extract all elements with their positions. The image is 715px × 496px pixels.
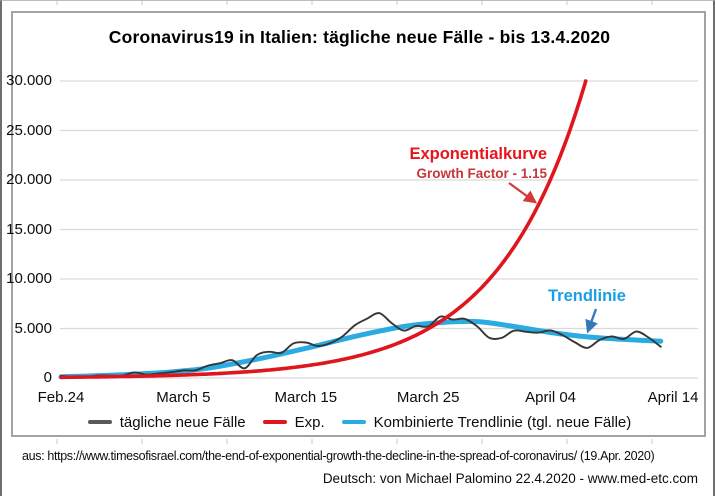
legend-item-daily-cases: tägliche neue Fälle [87,413,246,431]
source-line: aus: https://www.timesofisrael.com/the-e… [22,449,655,463]
y-axis-label-0: 0 [43,369,52,386]
legend-label: Exp. [294,413,325,431]
legend: tägliche neue Fälle Exp. Kombinierte Tre… [11,411,708,433]
y-axis-label-20000: 20.000 [6,171,52,188]
x-axis-label-2: March 15 [274,389,338,406]
growth-factor-annotation: Growth Factor - 1.15 [416,166,547,181]
trendline-swatch-icon [341,420,366,424]
y-axis-label-30000: 30.000 [6,72,52,89]
x-axis-label-4: April 04 [525,389,577,406]
legend-item-exponential: Exp. [262,413,325,431]
trendline-annotation: Trendlinie [548,287,626,305]
x-axis-label-0: Feb.24 [37,389,85,406]
x-axis-label-3: March 25 [396,389,460,406]
exponential-line-swatch-icon [262,420,287,424]
legend-item-trendline: Kombinierte Trendlinie (tgl. neue Fälle) [341,413,632,431]
y-axis-label-25000: 25.000 [6,121,52,139]
x-axis-label-1: March 5 [156,389,211,406]
credit-line: Deutsch: von Michael Palomino 22.4.2020 … [322,471,698,486]
y-axis-label-5000: 5.000 [14,319,52,337]
daily-cases-line-swatch-icon [87,420,112,424]
y-axis-label-10000: 10.000 [6,270,52,287]
y-axis-label-15000: 15.000 [6,220,52,238]
exponential-curve-annotation: Exponentialkurve [409,145,547,163]
legend-label: Kombinierte Trendlinie (tgl. neue Fälle) [373,413,632,431]
chart-title: Coronavirus19 in Italien: tägliche neue … [108,27,611,47]
chart-frame [11,11,706,437]
legend-label: tägliche neue Fälle [119,413,246,431]
x-axis-label-5: April 14 [647,389,699,406]
